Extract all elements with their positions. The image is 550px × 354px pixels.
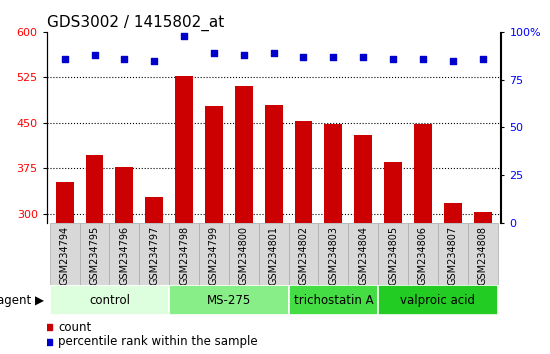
Bar — [169, 223, 199, 285]
Text: GSM234803: GSM234803 — [328, 226, 338, 285]
Point — [210, 50, 218, 56]
Point — [90, 52, 99, 58]
Bar — [116, 167, 133, 354]
Bar — [50, 285, 169, 315]
Bar — [80, 223, 109, 285]
Point — [299, 54, 308, 59]
Bar — [438, 223, 468, 285]
Bar — [324, 124, 342, 354]
Bar — [318, 223, 348, 285]
Point — [329, 54, 338, 59]
Point — [359, 54, 367, 59]
Text: GSM234805: GSM234805 — [388, 226, 398, 285]
Bar — [444, 203, 461, 354]
Bar — [56, 182, 74, 354]
Bar — [50, 223, 80, 285]
Text: count: count — [58, 321, 91, 334]
Bar — [294, 121, 312, 354]
Bar — [378, 223, 408, 285]
Bar — [109, 223, 139, 285]
Bar — [169, 285, 289, 315]
Text: trichostatin A: trichostatin A — [294, 293, 373, 307]
Point — [448, 58, 457, 63]
Point — [120, 56, 129, 62]
Bar — [408, 223, 438, 285]
Point — [389, 56, 398, 62]
Bar — [235, 86, 253, 354]
Text: control: control — [89, 293, 130, 307]
Text: GSM234795: GSM234795 — [90, 226, 100, 285]
Text: GSM234804: GSM234804 — [358, 226, 368, 285]
Text: percentile rank within the sample: percentile rank within the sample — [58, 335, 258, 348]
Text: GSM234808: GSM234808 — [477, 226, 488, 285]
Bar — [384, 162, 402, 354]
Point — [269, 50, 278, 56]
Text: GSM234796: GSM234796 — [119, 226, 129, 285]
Text: GSM234797: GSM234797 — [149, 226, 159, 285]
Text: GSM234794: GSM234794 — [59, 226, 70, 285]
Bar — [199, 223, 229, 285]
Bar — [354, 135, 372, 354]
Bar — [348, 223, 378, 285]
Point — [150, 58, 158, 63]
Bar — [258, 223, 289, 285]
Bar — [145, 197, 163, 354]
Text: GSM234807: GSM234807 — [448, 226, 458, 285]
Bar — [474, 212, 492, 354]
Text: GDS3002 / 1415802_at: GDS3002 / 1415802_at — [47, 14, 224, 30]
Bar — [265, 105, 283, 354]
Text: GSM234800: GSM234800 — [239, 226, 249, 285]
Bar — [175, 76, 193, 354]
Text: valproic acid: valproic acid — [400, 293, 475, 307]
Bar — [468, 223, 498, 285]
Bar — [289, 285, 378, 315]
Bar — [378, 285, 498, 315]
Text: GSM234798: GSM234798 — [179, 226, 189, 285]
Bar — [139, 223, 169, 285]
Text: GSM234806: GSM234806 — [418, 226, 428, 285]
Bar — [414, 124, 432, 354]
Text: agent ▶: agent ▶ — [0, 293, 44, 307]
Text: GSM234799: GSM234799 — [209, 226, 219, 285]
Bar — [289, 223, 318, 285]
Bar — [205, 106, 223, 354]
Bar — [229, 223, 258, 285]
Text: GSM234802: GSM234802 — [299, 226, 309, 285]
Point — [478, 56, 487, 62]
Text: GSM234801: GSM234801 — [268, 226, 279, 285]
Text: MS-275: MS-275 — [207, 293, 251, 307]
Point — [419, 56, 427, 62]
Point — [60, 56, 69, 62]
Bar — [86, 155, 103, 354]
Point — [239, 52, 248, 58]
Point — [180, 33, 189, 39]
